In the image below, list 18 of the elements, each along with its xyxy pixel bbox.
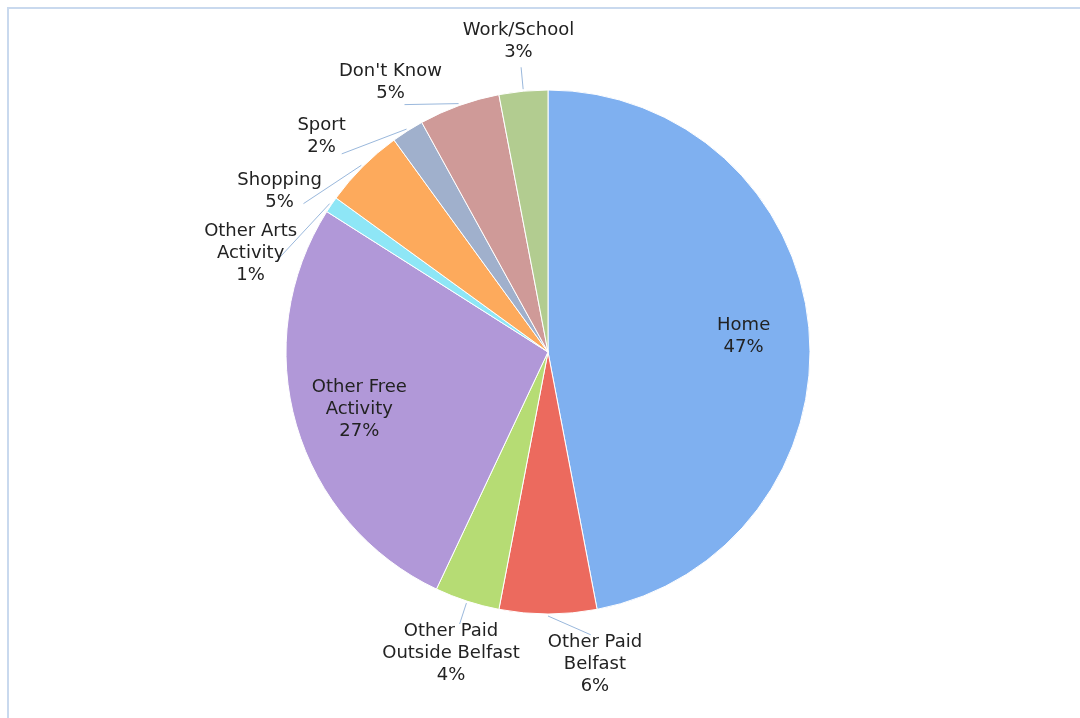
slice-label: Other Paid Belfast bbox=[547, 630, 643, 674]
slice-label: Other Paid Outside Belfast bbox=[382, 618, 520, 662]
slice-label: Shopping bbox=[237, 168, 322, 190]
slice-label: Sport bbox=[297, 113, 346, 135]
data-label: 47% bbox=[723, 334, 764, 356]
slice-label: Other Free Activity bbox=[311, 374, 407, 418]
data-label: 1% bbox=[236, 263, 265, 285]
data-label: 5% bbox=[265, 190, 294, 212]
slice-label: Other Arts Activity bbox=[204, 219, 298, 263]
data-label: 27% bbox=[339, 418, 380, 440]
data-label: 5% bbox=[376, 81, 405, 103]
data-label: 6% bbox=[580, 674, 610, 696]
data-label: 3% bbox=[504, 40, 533, 62]
slice-label: Don't Know bbox=[338, 59, 442, 81]
data-label: 4% bbox=[436, 662, 466, 684]
data-label: 2% bbox=[307, 135, 336, 157]
slice-label: Work/School bbox=[462, 18, 575, 40]
slice-label: Home bbox=[717, 312, 771, 334]
